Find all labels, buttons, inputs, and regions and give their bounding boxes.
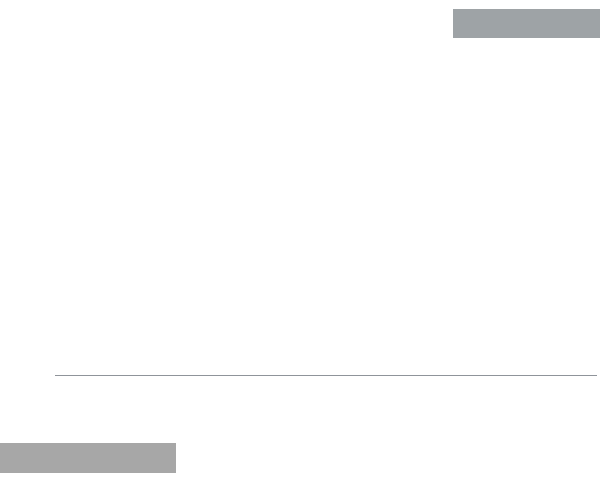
data-table xyxy=(55,375,597,376)
tg-badge xyxy=(453,9,600,38)
site-watermark xyxy=(0,443,176,473)
stacked-area-chart xyxy=(0,95,600,380)
